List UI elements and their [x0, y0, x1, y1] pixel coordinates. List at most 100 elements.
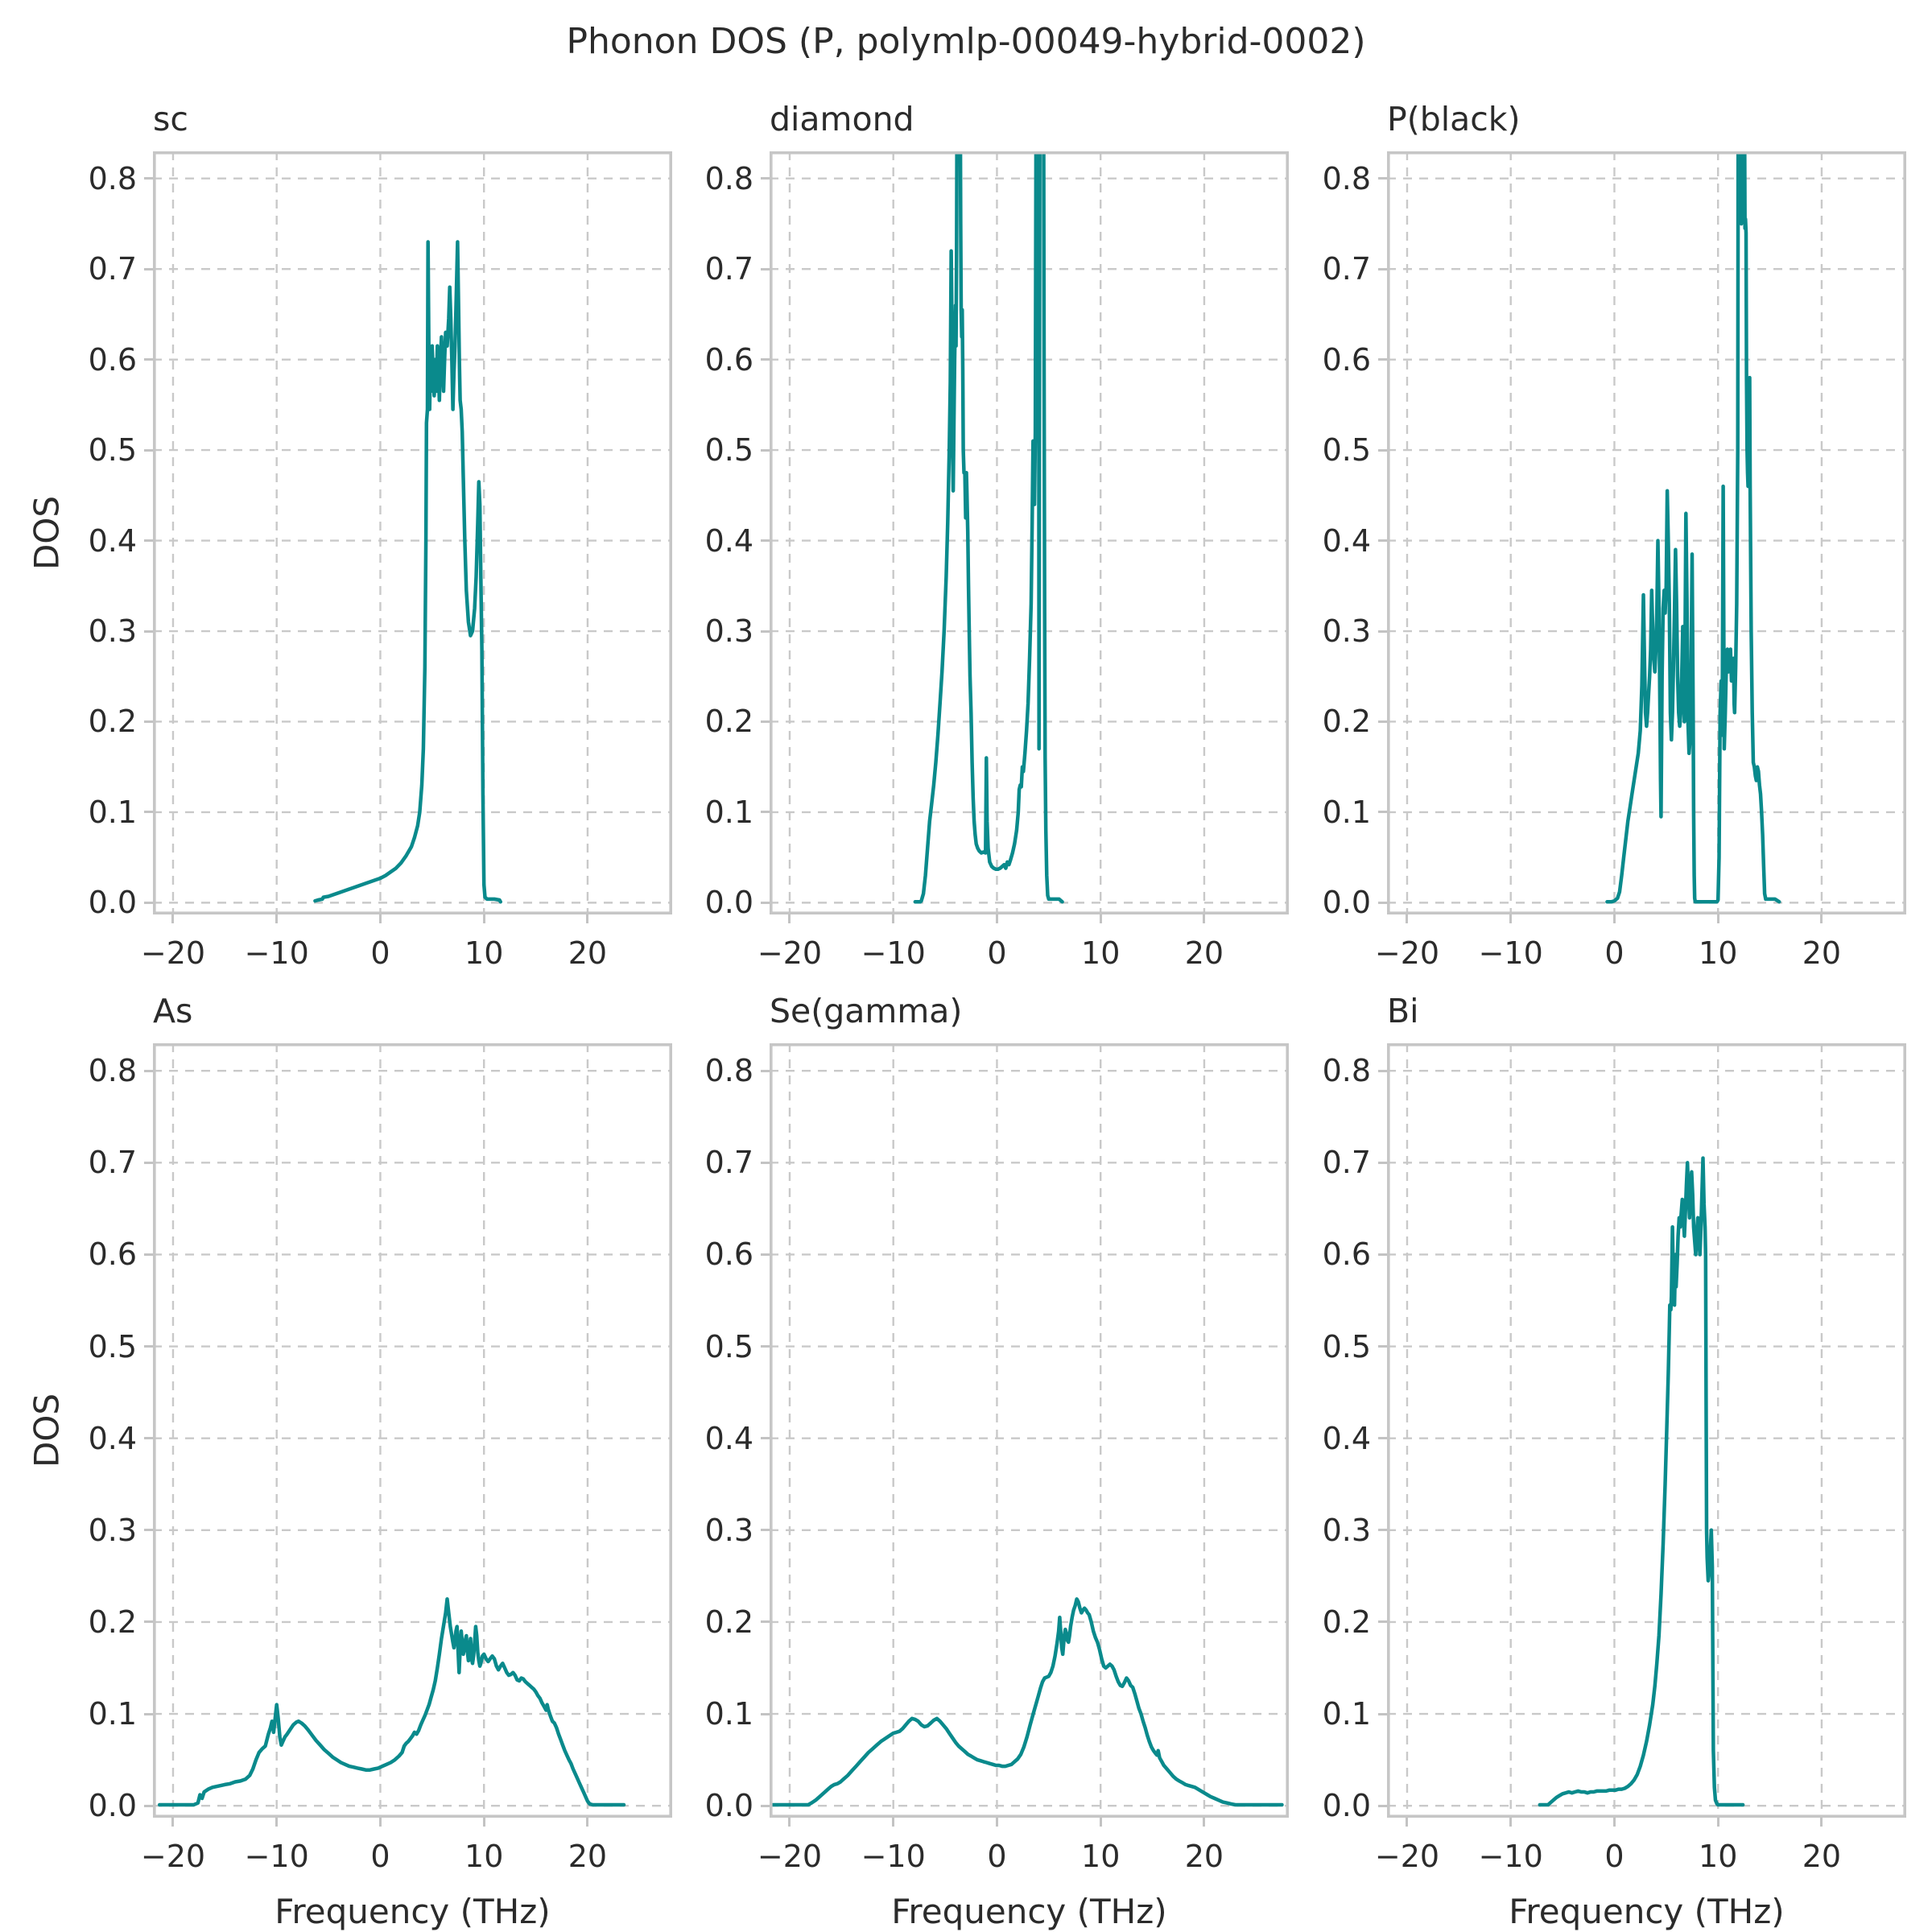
y-tick-label: 0.5: [704, 432, 753, 469]
y-tick-label: 0.6: [704, 341, 753, 378]
y-tick-label: 0.8: [704, 1053, 753, 1089]
x-tick-label: 0: [370, 935, 390, 971]
y-tickmark: [1378, 811, 1387, 814]
x-tick-label: 0: [370, 1839, 390, 1874]
y-tick-label: 0.4: [1322, 522, 1371, 559]
x-tickmark: [1509, 914, 1513, 923]
x-tick-label: 10: [1081, 1839, 1121, 1874]
plot-area-p-black: [1387, 151, 1906, 914]
y-tickmark: [1378, 1161, 1387, 1164]
y-tick-label: 0.7: [88, 251, 137, 287]
y-tick-label: 0.7: [1322, 251, 1371, 287]
y-tick-label: 0.3: [704, 613, 753, 649]
x-tickmark: [586, 914, 589, 923]
x-tickmark: [1612, 1818, 1616, 1827]
y-tick-label: 0.3: [88, 613, 137, 649]
y-tickmark: [761, 720, 770, 723]
subplot-title-as: As: [153, 992, 193, 1030]
x-tickmark: [1203, 914, 1206, 923]
dos-curve-se-gamma: [771, 1597, 1284, 1807]
dos-curve-sc: [313, 240, 503, 904]
x-tick-label: −20: [757, 935, 823, 971]
plot-area-as: [153, 1043, 672, 1818]
x-tickmark: [1820, 914, 1823, 923]
x-tickmark: [892, 914, 895, 923]
x-axis-label: Frequency (THz): [1509, 1892, 1785, 1931]
y-tick-label: 0.6: [88, 341, 137, 378]
y-tick-label: 0.5: [88, 1328, 137, 1364]
dos-curve-diamond: [913, 151, 1064, 904]
x-tick-label: 20: [568, 935, 608, 971]
y-tickmark: [761, 1069, 770, 1072]
x-tick-label: 0: [1604, 935, 1624, 971]
y-tick-label: 0.1: [704, 1696, 753, 1732]
y-tick-label: 0.6: [704, 1236, 753, 1273]
x-tick-label: 20: [1802, 1839, 1842, 1874]
y-tickmark: [144, 1161, 153, 1164]
y-tickmark: [144, 630, 153, 633]
x-tickmark: [995, 914, 998, 923]
y-tick-label: 0.3: [1322, 1512, 1371, 1548]
y-tickmark: [1378, 177, 1387, 180]
y-tickmark: [1378, 1069, 1387, 1072]
y-tickmark: [761, 1253, 770, 1256]
y-tickmark: [761, 1529, 770, 1532]
x-tick-label: 10: [1081, 935, 1121, 971]
y-tickmark: [144, 448, 153, 452]
y-tickmark: [761, 539, 770, 543]
x-tick-label: −10: [1478, 1839, 1543, 1874]
y-tick-label: 0.1: [1322, 794, 1371, 830]
x-tickmark: [171, 1818, 175, 1827]
y-tickmark: [1378, 358, 1387, 361]
y-tickmark: [144, 267, 153, 270]
subplot-title-p-black: P(black): [1387, 100, 1521, 138]
y-tickmark: [144, 1712, 153, 1715]
plot-area-diamond: [770, 151, 1289, 914]
x-tick-label: −20: [140, 935, 206, 971]
y-tick-label: 0.5: [88, 432, 137, 469]
x-tickmark: [788, 1818, 791, 1827]
x-tick-label: 10: [464, 935, 504, 971]
x-tickmark: [1203, 1818, 1206, 1827]
x-tick-label: 10: [1699, 935, 1738, 971]
subplot-title-bi: Bi: [1387, 992, 1419, 1030]
y-tickmark: [1378, 720, 1387, 723]
dos-curve-p-black: [1605, 151, 1781, 904]
x-tick-label: 0: [987, 1839, 1007, 1874]
x-tickmark: [995, 1818, 998, 1827]
y-tickmark: [761, 1345, 770, 1348]
y-tick-label: 0.0: [1322, 885, 1371, 921]
y-tickmark: [1378, 1437, 1387, 1440]
subplot-title-se-gamma: Se(gamma): [770, 992, 963, 1030]
y-tick-label: 0.7: [88, 1145, 137, 1181]
plot-area-sc: [153, 151, 672, 914]
y-tick-label: 0.0: [88, 885, 137, 921]
y-tickmark: [761, 1712, 770, 1715]
y-tick-label: 0.6: [1322, 341, 1371, 378]
y-tick-label: 0.3: [704, 1512, 753, 1548]
plot-area-se-gamma: [770, 1043, 1289, 1818]
x-tick-label: −20: [1374, 935, 1440, 971]
y-tickmark: [761, 1620, 770, 1624]
y-tick-label: 0.0: [1322, 1788, 1371, 1824]
y-tickmark: [144, 1620, 153, 1624]
y-tick-label: 0.2: [704, 1604, 753, 1640]
y-tick-label: 0.6: [1322, 1236, 1371, 1273]
y-tick-label: 0.0: [704, 885, 753, 921]
y-tickmark: [761, 177, 770, 180]
y-tick-label: 0.2: [88, 704, 137, 740]
y-tick-label: 0.8: [704, 160, 753, 196]
y-tickmark: [1378, 1712, 1387, 1715]
y-tickmark: [1378, 901, 1387, 904]
y-tickmark: [761, 1437, 770, 1440]
y-tick-label: 0.1: [88, 794, 137, 830]
x-tick-label: −10: [244, 1839, 309, 1874]
y-tickmark: [1378, 539, 1387, 543]
x-tick-label: 20: [1184, 1839, 1224, 1874]
y-tick-label: 0.7: [704, 251, 753, 287]
x-tick-label: −20: [140, 1839, 206, 1874]
y-tickmark: [144, 177, 153, 180]
dos-curve-as: [157, 1597, 626, 1807]
x-tick-label: 10: [1699, 1839, 1738, 1874]
y-tickmark: [144, 720, 153, 723]
